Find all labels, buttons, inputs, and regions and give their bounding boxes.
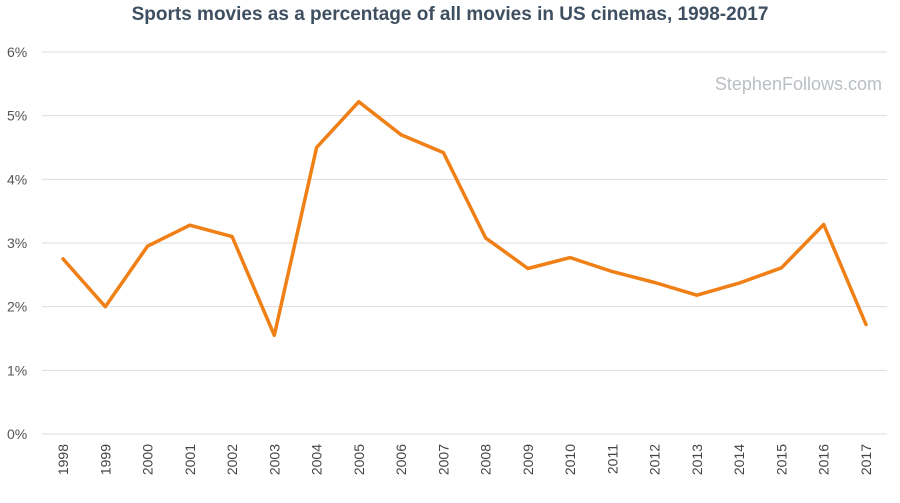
data-point	[103, 305, 107, 309]
data-point	[272, 333, 276, 337]
x-tick-label: 2005	[351, 444, 367, 475]
data-point	[568, 256, 572, 260]
data-point	[441, 151, 445, 155]
x-tick-label: 2001	[182, 444, 198, 475]
data-point	[653, 280, 657, 284]
x-tick-label: 2007	[435, 444, 451, 475]
x-tick-label: 2000	[140, 444, 156, 475]
x-tick-label: 2002	[224, 444, 240, 475]
y-tick-label: 0%	[7, 426, 27, 442]
y-tick-label: 4%	[7, 171, 27, 187]
data-point	[864, 322, 868, 326]
y-axis-ticks: 0% 1% 2% 3% 4% 5% 6%	[7, 44, 27, 442]
data-point	[737, 281, 741, 285]
data-point	[357, 100, 361, 104]
data-point	[315, 146, 319, 149]
y-tick-label: 3%	[7, 235, 27, 251]
data-point	[526, 266, 530, 270]
data-point	[695, 293, 699, 297]
x-tick-label: 2008	[478, 444, 494, 475]
x-tick-label: 2013	[689, 444, 705, 475]
x-tick-label: 2011	[604, 444, 620, 474]
x-tick-label: 2003	[266, 444, 282, 475]
x-tick-label: 2006	[393, 444, 409, 475]
x-tick-label: 2009	[520, 444, 536, 475]
series-line	[61, 99, 868, 338]
y-tick-label: 6%	[7, 44, 27, 60]
data-point	[610, 270, 614, 274]
x-tick-label: 2012	[647, 444, 663, 475]
data-point	[146, 244, 150, 248]
x-tick-label: 2017	[858, 444, 874, 475]
x-tick-label: 2010	[562, 444, 578, 475]
data-point	[779, 266, 783, 270]
data-point	[230, 235, 234, 239]
series-lines	[61, 99, 868, 338]
data-point	[822, 223, 826, 227]
y-tick-label: 5%	[7, 108, 27, 124]
x-tick-label: 2015	[773, 444, 789, 475]
x-tick-label: 2004	[309, 444, 325, 475]
y-tick-label: 1%	[7, 362, 27, 378]
x-axis-ticks: 1998 1999 2000 2001 2002 2003 2004 2005 2006 2007…	[55, 444, 874, 475]
chart-title: Sports movies as a percentage of all mov…	[131, 4, 769, 25]
data-point	[399, 133, 403, 137]
data-point	[61, 257, 65, 261]
data-point	[484, 236, 488, 240]
x-tick-label: 1999	[97, 444, 113, 475]
y-tick-label: 2%	[7, 299, 27, 315]
gridlines	[42, 51, 887, 435]
x-tick-label: 2014	[731, 444, 747, 475]
x-tick-label: 2016	[816, 444, 832, 475]
watermark: StephenFollows.com	[715, 74, 882, 94]
data-point	[188, 223, 192, 227]
x-tick-label: 1998	[55, 444, 71, 475]
